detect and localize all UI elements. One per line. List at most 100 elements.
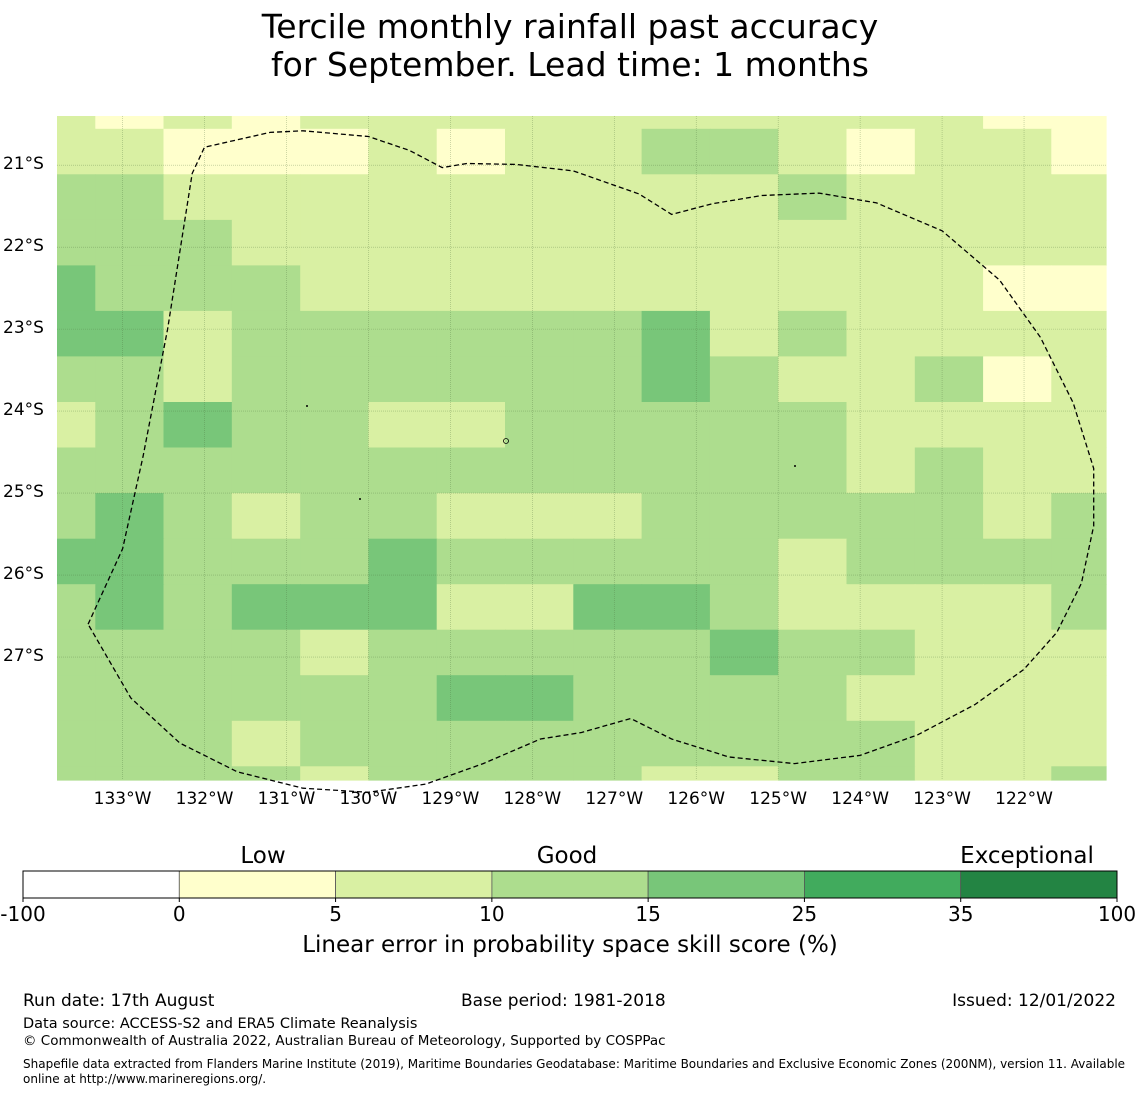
grid-cell	[641, 402, 711, 449]
grid-cell	[846, 310, 916, 357]
longitude-label: 124°W	[831, 789, 890, 809]
grid-cell	[436, 766, 506, 781]
latitude-label: 27°S	[3, 646, 44, 667]
grid-cell	[368, 310, 438, 357]
grid-cell	[57, 766, 96, 781]
grid-cell	[983, 447, 1052, 494]
grid-cell	[573, 310, 643, 357]
grid-cell	[300, 116, 370, 130]
grid-cell	[641, 720, 711, 767]
grid-cell	[57, 174, 96, 221]
grid-cell	[914, 675, 984, 722]
grid-cell	[573, 402, 643, 449]
grid-cell	[95, 720, 165, 767]
grid-cell	[1051, 356, 1107, 403]
grid-cell	[709, 538, 779, 585]
grid-cell	[573, 447, 643, 494]
grid-cell	[300, 766, 370, 781]
grid-cell	[709, 720, 779, 767]
grid-cell	[846, 402, 916, 449]
grid-cell	[436, 219, 506, 266]
grid-cell	[778, 310, 848, 357]
grid-cell	[95, 219, 165, 266]
grid-cell	[95, 116, 165, 130]
colorbar-segment	[491, 870, 649, 899]
grid-cell	[573, 675, 643, 722]
grid-cell	[300, 219, 370, 266]
grid-cell	[368, 766, 438, 781]
grid-cell	[300, 720, 370, 767]
grid-cell	[641, 493, 711, 540]
grid-cell	[778, 447, 848, 494]
grid-cell	[914, 720, 984, 767]
grid-cell	[436, 402, 506, 449]
grid-cell	[573, 128, 643, 175]
grid-cell	[914, 116, 984, 130]
grid-cell	[163, 219, 233, 266]
grid-cell	[163, 720, 233, 767]
grid-cell	[914, 219, 984, 266]
grid-cell	[709, 447, 779, 494]
grid-cell	[57, 584, 96, 631]
grid-cell	[368, 629, 438, 676]
grid-cell	[983, 219, 1052, 266]
grid-cell	[846, 584, 916, 631]
grid-cell	[573, 265, 643, 312]
colorbar-group-low: Low	[240, 843, 286, 869]
grid-cell	[914, 128, 984, 175]
grid-cell	[95, 766, 165, 781]
grid-cell	[231, 629, 301, 676]
grid-cell	[778, 538, 848, 585]
grid-cell	[1051, 675, 1107, 722]
grid-cell	[368, 116, 438, 130]
grid-cell	[505, 310, 574, 357]
grid-cell	[57, 310, 96, 357]
grid-cell	[846, 675, 916, 722]
grid-cell	[505, 538, 574, 585]
grid-cell	[641, 447, 711, 494]
grid-cell	[1051, 174, 1107, 221]
grid-cell	[846, 116, 916, 130]
grid-cell	[1051, 493, 1107, 540]
grid-cell	[57, 402, 96, 449]
longitude-label: 132°W	[175, 789, 234, 809]
grid-cell	[436, 493, 506, 540]
colorbar-tick-label: 0	[172, 902, 186, 926]
grid-cell	[231, 493, 301, 540]
grid-cell	[1051, 402, 1107, 449]
grid-cell	[368, 128, 438, 175]
colorbar	[22, 870, 1118, 902]
grid-cell	[95, 402, 165, 449]
grid-cell	[436, 310, 506, 357]
grid-cell	[573, 766, 643, 781]
grid-cell	[983, 629, 1052, 676]
grid-cell	[231, 116, 301, 130]
grid-cell	[368, 402, 438, 449]
grid-cell	[641, 356, 711, 403]
grid-cell	[368, 447, 438, 494]
grid-cell	[846, 356, 916, 403]
grid-cell	[436, 356, 506, 403]
grid-cell	[914, 447, 984, 494]
grid-cell	[846, 219, 916, 266]
longitude-label: 129°W	[421, 789, 480, 809]
grid-cell	[163, 128, 233, 175]
grid-cell	[368, 493, 438, 540]
longitude-label: 125°W	[749, 789, 808, 809]
grid-cell	[983, 720, 1052, 767]
grid-cell	[709, 265, 779, 312]
copyright: © Commonwealth of Australia 2022, Austra…	[23, 1033, 666, 1049]
grid-cell	[505, 116, 574, 130]
grid-cell	[300, 310, 370, 357]
grid-cell	[846, 538, 916, 585]
grid-cell	[914, 402, 984, 449]
grid-cell	[573, 538, 643, 585]
latitude-label: 23°S	[3, 318, 44, 339]
longitude-label: 128°W	[503, 789, 562, 809]
grid-cell	[641, 584, 711, 631]
skill-grid	[57, 116, 1107, 781]
grid-cell	[709, 402, 779, 449]
grid-cell	[778, 402, 848, 449]
grid-cell	[573, 629, 643, 676]
